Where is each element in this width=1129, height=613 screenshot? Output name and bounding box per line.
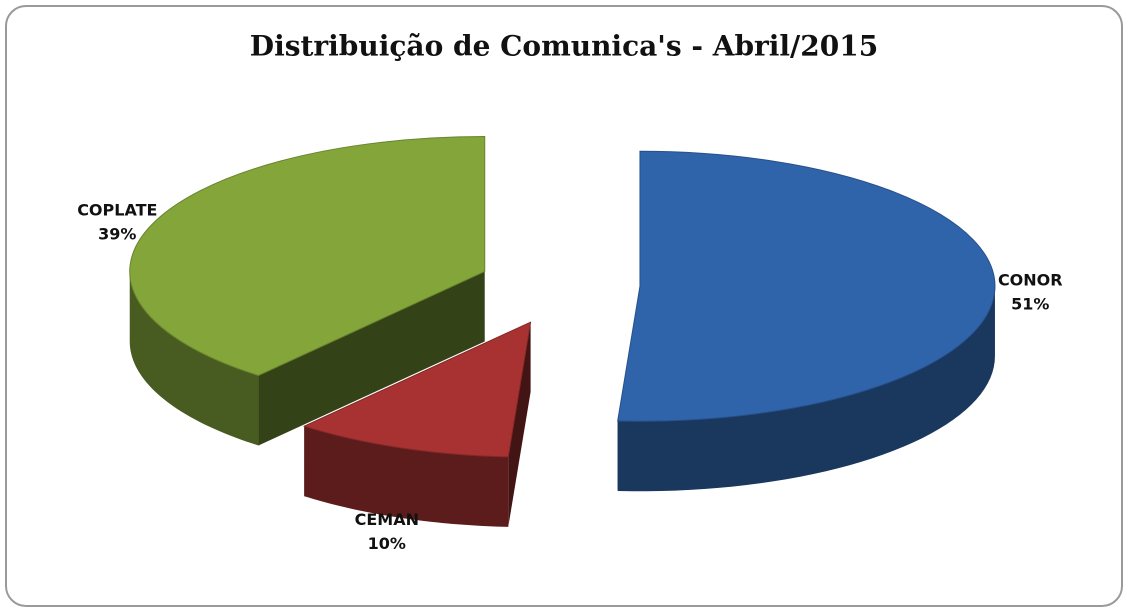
slice-label: CONOR <box>998 270 1063 289</box>
chart-title: Distribuição de Comunica's - Abril/2015 <box>250 30 878 63</box>
pie-slice <box>617 150 996 422</box>
pie-slice <box>129 135 486 377</box>
slice-side <box>258 271 485 446</box>
slice-value-label: 39% <box>98 225 136 244</box>
slice-value-label: 10% <box>368 534 406 553</box>
slice-label: COPLATE <box>77 201 157 220</box>
slice-label: CEMAN <box>355 510 419 529</box>
slice-value-label: 51% <box>1011 294 1049 313</box>
slice-side <box>129 271 259 446</box>
slice-side <box>617 286 995 492</box>
slice-side <box>304 426 509 527</box>
pie-slice <box>302 321 532 458</box>
